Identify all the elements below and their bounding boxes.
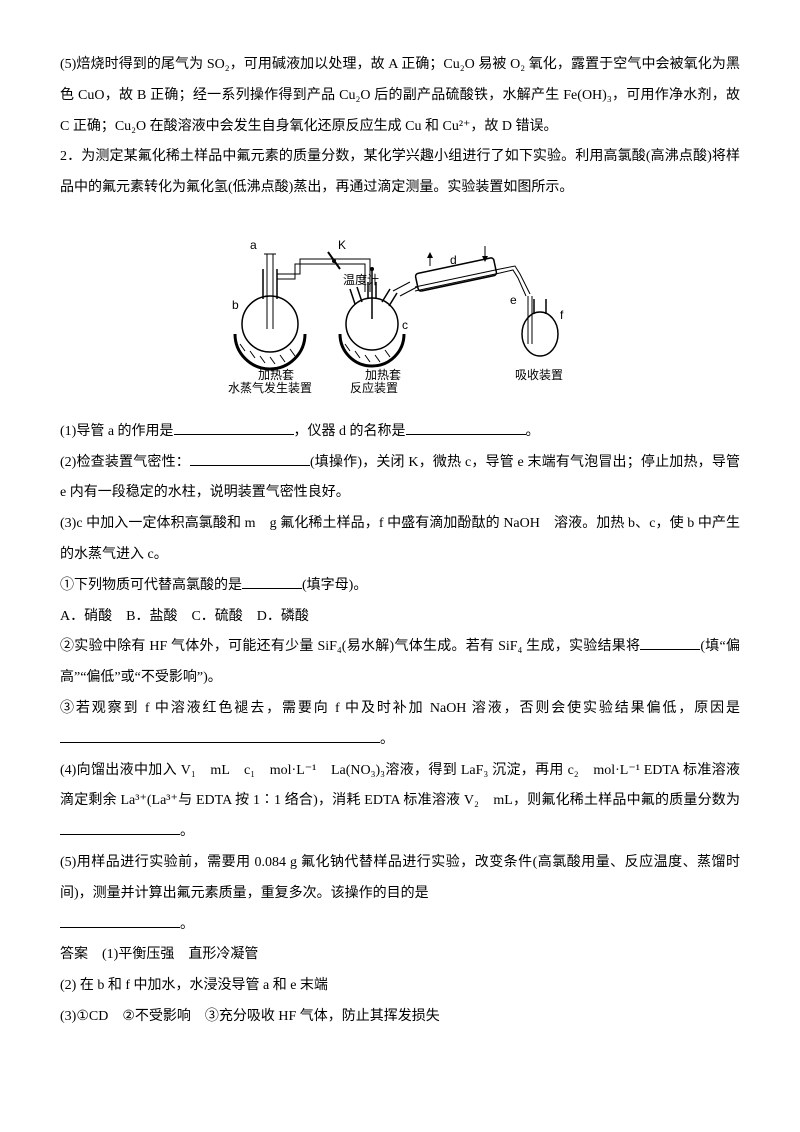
q2-5-blank: 。 [60,910,740,941]
q2-1: (1)导管 a 的作用是 ，仪器 d 的名称是 。 [60,417,740,448]
label-absorb-device: 吸收装置 [515,368,563,382]
label-c: c [402,318,408,332]
q2-3-1-text-b: (填字母)。 [302,578,367,593]
q2-1-text-b: ，仪器 d 的名称是 [294,424,406,439]
blank [242,574,302,589]
q2-3-3-text-a: ③若观察到 f 中溶液红色褪去，需要向 f 中及时补加 NaOH 溶液，否则会使… [60,701,740,716]
answer-para-prev: (5)焙烧时得到的尾气为 SO₂，可用碱液加以处理，故 A 正确；Cu₂O 易被… [60,50,740,142]
answer-2: (2) 在 b 和 f 中加水，水浸没导管 a 和 e 末端 [60,971,740,1002]
q2-3-2-text-a: ②实验中除有 HF 气体外，可能还有少量 SiF₄(易水解)气体生成。若有 Si… [60,639,640,654]
label-steam-device: 水蒸气发生装置 [228,380,312,394]
q2-3-2: ②实验中除有 HF 气体外，可能还有少量 SiF₄(易水解)气体生成。若有 Si… [60,632,740,694]
label-a: a [250,238,257,252]
blank [60,913,180,928]
label-d: d [450,253,457,267]
q2-4: (4)向馏出液中加入 V₁ mL c₁ mol·L⁻¹ La(NO₃)₃溶液，得… [60,756,740,848]
label-heat2: 加热套 [365,368,401,382]
question-2-intro: 2．为测定某氟化稀土样品中氟元素的质量分数，某化学兴趣小组进行了如下实验。利用高… [60,142,740,204]
blank [60,820,180,835]
apparatus-diagram: a b K 温度计 c 加热套 加热套 d e f 水蒸气发生装置 [60,214,740,407]
q2-2-text-a: (2)检查装置气密性： [60,455,190,470]
q2-3-intro: (3)c 中加入一定体积高氯酸和 m g 氟化稀土样品，f 中盛有滴加酚酞的 N… [60,509,740,571]
q2-3-options: A．硝酸 B．盐酸 C．硫酸 D．磷酸 [60,602,740,633]
q2-2: (2)检查装置气密性：(填操作)，关闭 K，微热 c，导管 e 末端有气泡冒出；… [60,448,740,510]
blank [640,635,700,650]
q2-1-text-a: (1)导管 a 的作用是 [60,424,174,439]
label-f: f [560,308,564,322]
q2-3-1-text-a: ①下列物质可代替高氯酸的是 [60,578,242,593]
label-k: K [338,238,346,252]
q2-5-text: (5)用样品进行实验前，需要用 0.084 g 氟化钠代替样品进行实验，改变条件… [60,855,740,901]
q2-1-text-c: 。 [526,424,540,439]
q2-4-end: 。 [180,824,194,839]
q2-3-1: ①下列物质可代替高氯酸的是 (填字母)。 [60,571,740,602]
label-heat1: 加热套 [258,368,294,382]
label-e: e [510,293,517,307]
answer-head: 答案 (1)平衡压强 直形冷凝管 [60,940,740,971]
blank [174,420,294,435]
label-temp: 温度计 [343,272,379,287]
label-react-device: 反应装置 [350,380,398,394]
q2-5: (5)用样品进行实验前，需要用 0.084 g 氟化钠代替样品进行实验，改变条件… [60,848,740,910]
q2-3-3-text-b: 。 [380,732,394,747]
q2-5-end: 。 [180,917,194,932]
label-b: b [232,298,239,312]
q2-3-3: ③若观察到 f 中溶液红色褪去，需要向 f 中及时补加 NaOH 溶液，否则会使… [60,694,740,756]
blank [60,728,380,743]
blank [190,451,310,466]
answer-3: (3)①CD ②不受影响 ③充分吸收 HF 气体，防止其挥发损失 [60,1002,740,1033]
q2-4-text: (4)向馏出液中加入 V₁ mL c₁ mol·L⁻¹ La(NO₃)₃溶液，得… [60,763,740,809]
blank [406,420,526,435]
